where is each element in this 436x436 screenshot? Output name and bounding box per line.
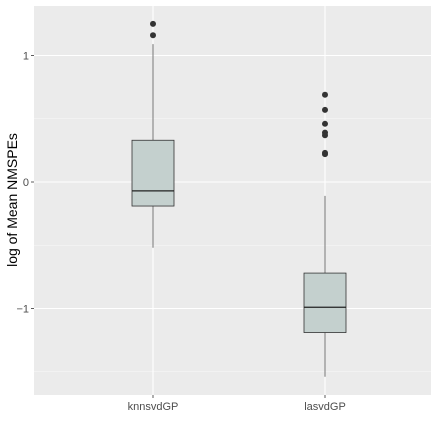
outlier-point bbox=[150, 20, 156, 27]
outlier-point bbox=[322, 106, 328, 113]
plot-panel bbox=[34, 6, 431, 395]
y-tick-label: −1 bbox=[16, 304, 29, 316]
outlier-point bbox=[322, 120, 328, 127]
boxes-layer bbox=[131, 20, 347, 377]
box-iqr bbox=[303, 272, 347, 333]
outlier-point bbox=[322, 91, 328, 98]
box-knnsvdGP bbox=[131, 20, 175, 248]
y-tick-label: 0 bbox=[23, 177, 29, 189]
outlier-point bbox=[322, 129, 328, 136]
box-lasvdGP bbox=[303, 91, 347, 377]
x-axis-ticks: knnsvdGP lasvdGP bbox=[128, 395, 346, 413]
outlier-point bbox=[322, 149, 328, 156]
x-tick-label: knnsvdGP bbox=[128, 401, 179, 413]
minor-gridlines bbox=[34, 118, 431, 373]
y-tick-label: 1 bbox=[23, 51, 29, 63]
y-axis-title: log of Mean NMSPEs bbox=[4, 133, 20, 267]
outlier-point bbox=[150, 32, 156, 39]
y-axis-ticks: −1 0 1 bbox=[16, 51, 34, 316]
x-tick-label: lasvdGP bbox=[304, 401, 346, 413]
box-iqr bbox=[131, 139, 175, 207]
